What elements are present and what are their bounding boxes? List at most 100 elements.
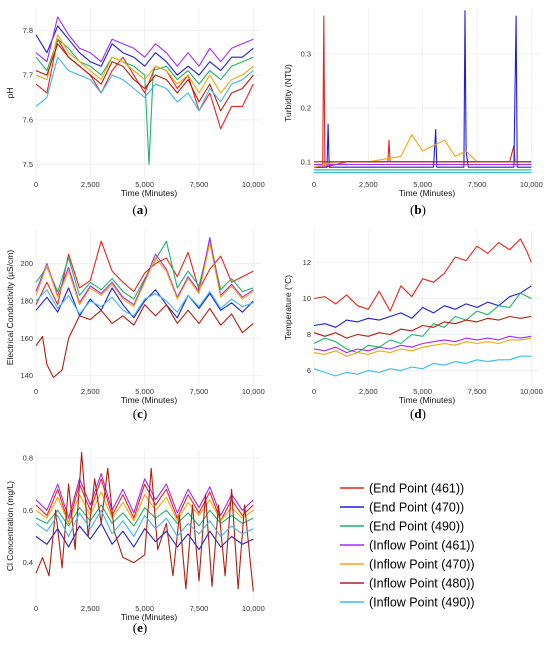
- series-line-e-6: [35, 509, 254, 538]
- panel-label-letter: e: [137, 620, 143, 635]
- panel-label-open: (: [410, 406, 414, 421]
- series-line-d-2: [313, 292, 532, 354]
- x-axis-label: Time (Minutes): [121, 395, 178, 405]
- series-line-e-3: [35, 473, 254, 519]
- panel-label-close: ): [143, 202, 147, 217]
- y-tick-label: 12: [303, 258, 311, 267]
- series-line-a-4: [35, 34, 254, 94]
- panel-label: (a): [132, 202, 147, 217]
- series-line-a-6: [35, 56, 254, 112]
- legend-label: (Inflow Point (461)): [369, 539, 475, 553]
- legend-label: (Inflow Point (480)): [369, 577, 475, 591]
- series-line-e-0: [35, 478, 254, 524]
- y-tick-label: 7.7: [23, 71, 33, 80]
- panel-label: (b): [410, 202, 426, 217]
- panel-label-letter: d: [414, 406, 422, 421]
- x-tick-label: 5,000: [413, 387, 432, 396]
- x-tick-label: 0: [312, 387, 316, 396]
- series-line-d-1: [313, 285, 532, 328]
- series-line-c-3: [35, 236, 254, 306]
- series-line-a-1: [35, 25, 254, 76]
- legend-item: (End Point (490)): [340, 520, 464, 534]
- legend-label: (End Point (461)): [369, 482, 464, 496]
- panel-label-open: (: [132, 202, 136, 217]
- y-tick-label: 8: [307, 330, 311, 339]
- y-tick-label: 0.1: [301, 157, 311, 166]
- panel-d: 0 2,500 5,000 7,500 10,000 6 8 10 12 Time (Minute…: [283, 230, 543, 421]
- panel-e: 0 2,500 5,000 7,500 10,000 0.4 0.6 0.8 Time (Min…: [5, 450, 265, 635]
- legend: (End Point (461)) (End Point (470)) (End P…: [340, 482, 475, 610]
- series-line-a-5: [35, 43, 254, 112]
- x-tick-label: 2,500: [359, 180, 378, 189]
- y-tick-label: 140: [20, 371, 33, 380]
- y-axis-label: Electrical Conductivity (µS/cm): [5, 250, 15, 366]
- series-line-b-1: [314, 10, 532, 168]
- y-tick-label: 7.5: [23, 160, 33, 169]
- series-line-d-0: [313, 238, 532, 312]
- series-line-e-5: [35, 452, 254, 592]
- series-line-c-1: [35, 287, 254, 319]
- legend-label: (End Point (470)): [369, 501, 464, 515]
- series-line-a-3: [35, 16, 254, 67]
- panel-label-letter: a: [137, 202, 144, 217]
- legend-item: (End Point (461)): [340, 482, 464, 496]
- series-line-e-1: [35, 522, 254, 551]
- legend-label: (End Point (490)): [369, 520, 464, 534]
- y-tick-label: 0.6: [23, 506, 33, 515]
- x-tick-label: 7,500: [190, 604, 209, 613]
- x-tick-label: 0: [312, 180, 316, 189]
- y-axis-label: pH: [5, 88, 15, 99]
- panel-label-open: (: [133, 406, 137, 421]
- panel-label: (c): [133, 406, 147, 421]
- y-tick-label: 0.8: [23, 453, 33, 462]
- y-tick-label: 6: [307, 366, 311, 375]
- x-tick-label: 5,000: [413, 180, 432, 189]
- series-line-c-5: [35, 304, 254, 379]
- panel-label-open: (: [133, 620, 137, 635]
- x-axis-label: Time (Minutes): [399, 188, 456, 198]
- y-tick-label: 7.6: [23, 115, 33, 124]
- y-tick-label: 0.2: [301, 103, 311, 112]
- panel-b: 0 2,500 5,000 7,500 10,000 0.1 0.2 0.3 Time (Min…: [283, 8, 543, 217]
- series-line-c-6: [35, 289, 254, 317]
- y-axis-label: Cl Concentration (mg/L): [5, 481, 15, 571]
- x-tick-label: 2,500: [81, 387, 100, 396]
- series-line-d-5: [313, 315, 532, 339]
- panel-label-close: ): [143, 620, 147, 635]
- x-tick-label: 10,000: [242, 387, 265, 396]
- y-tick-label: 0.3: [301, 49, 311, 58]
- panel-label-letter: c: [137, 406, 143, 421]
- x-tick-label: 7,500: [468, 180, 487, 189]
- series-line-e-4: [35, 491, 254, 524]
- x-tick-label: 7,500: [468, 387, 487, 396]
- x-tick-label: 0: [34, 387, 38, 396]
- x-tick-label: 0: [34, 180, 38, 189]
- panel-label-close: ): [422, 406, 426, 421]
- x-tick-label: 10,000: [242, 180, 265, 189]
- y-tick-label: 7.8: [23, 26, 33, 35]
- legend-item: (Inflow Point (490)): [340, 596, 475, 610]
- y-tick-label: 0.4: [23, 558, 33, 567]
- panel-label-letter: b: [414, 202, 421, 217]
- x-tick-label: 5,000: [135, 180, 154, 189]
- series-line-d-6: [313, 355, 532, 377]
- panel-label: (d): [410, 406, 426, 421]
- x-axis-label: Time (Minutes): [121, 612, 178, 622]
- legend-item: (End Point (470)): [340, 501, 464, 515]
- series-line-c-0: [35, 240, 254, 306]
- x-tick-label: 7,500: [190, 180, 209, 189]
- legend-item: (Inflow Point (480)): [340, 577, 475, 591]
- panel-label-open: (: [410, 202, 414, 217]
- legend-item: (Inflow Point (470)): [340, 558, 475, 572]
- panel-a: 0 2,500 5,000 7,500 10,000 7.5 7.6 7.7 7.8 Time (…: [5, 8, 265, 217]
- y-tick-label: 180: [20, 296, 33, 305]
- x-tick-label: 5,000: [135, 604, 154, 613]
- panel-label-close: ): [143, 406, 147, 421]
- x-axis-label: Time (Minutes): [399, 395, 456, 405]
- legend-label: (Inflow Point (490)): [369, 596, 475, 610]
- x-tick-label: 0: [34, 604, 38, 613]
- x-tick-label: 10,000: [520, 180, 543, 189]
- x-tick-label: 7,500: [190, 387, 209, 396]
- legend-label: (Inflow Point (470)): [369, 558, 475, 572]
